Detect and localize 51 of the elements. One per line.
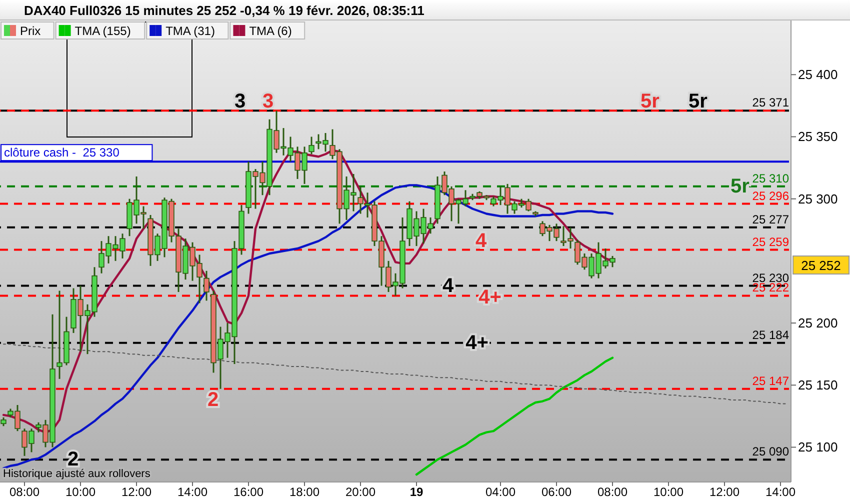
y-tick-label: 25 200	[798, 316, 838, 331]
ref-line-label: 25 147	[752, 374, 790, 388]
annotation: 3	[262, 90, 274, 113]
ref-line-label: 25 371	[752, 96, 790, 110]
x-tick-label: 14:00	[177, 485, 208, 499]
legend-label: TMA (31)	[166, 24, 215, 38]
ref-line-label: 25 310	[752, 171, 790, 186]
y-tick-label: 25 150	[798, 378, 838, 393]
annotation: 5r	[730, 175, 750, 198]
annotation: 4+	[466, 332, 488, 354]
x-tick-label: 14:00	[765, 485, 796, 499]
annotation: 5r	[688, 90, 708, 113]
line-series	[415, 356, 614, 476]
ref-line-label: 25 090	[752, 444, 790, 459]
candlestick	[204, 270, 210, 302]
y-tick-label: 25 300	[798, 191, 838, 206]
ref-line-label: 25 259	[752, 234, 790, 249]
x-tick-label: 06:00	[541, 485, 572, 499]
annotation: Historique ajusté aux rollovers	[3, 468, 151, 480]
annotation: 2	[67, 448, 79, 471]
annotation: 5r	[640, 90, 660, 113]
ref-line-label: 25 277	[752, 212, 790, 226]
y-tick-label: 25 350	[798, 129, 838, 144]
ref-line-label: clôture cash - 25 330	[4, 146, 120, 160]
x-tick-label: 08:00	[597, 485, 628, 499]
ref-line-label: 25 296	[752, 188, 790, 203]
chart-title: DAX40 Full0326 15 minutes 25 252 -0,34 % 19 févr. 2026, 08:35:11	[24, 3, 424, 18]
annotation: 3	[234, 90, 246, 113]
x-tick-label: 10:00	[65, 485, 96, 499]
y-tick-label: 25 400	[798, 67, 838, 82]
x-tick-label: 12:00	[121, 485, 152, 499]
x-tick-label: 18:00	[289, 485, 320, 499]
annotation: 4	[475, 230, 488, 252]
x-tick-label: 08:00	[9, 485, 40, 499]
x-tick-label: 16:00	[233, 485, 264, 499]
annotation: 4+	[478, 286, 502, 309]
ref-line-label: 25 222	[752, 280, 790, 295]
x-tick-label: 10:00	[653, 485, 684, 499]
annotation: 2	[207, 388, 219, 411]
x-tick-label: 19	[410, 485, 424, 499]
legend-label: Prix	[20, 24, 41, 38]
legend-label: TMA (155)	[74, 24, 131, 38]
candlestick	[308, 136, 314, 155]
x-tick-label: 04:00	[485, 485, 516, 499]
ref-line-label: 25 184	[752, 328, 790, 342]
x-tick-label: 12:00	[709, 485, 740, 499]
legend-label: TMA (6)	[249, 24, 292, 38]
text: 25 252	[801, 258, 841, 273]
annotation: 4	[442, 274, 454, 297]
y-tick-label: 25 100	[798, 440, 838, 455]
x-tick-label: 20:00	[345, 485, 376, 499]
